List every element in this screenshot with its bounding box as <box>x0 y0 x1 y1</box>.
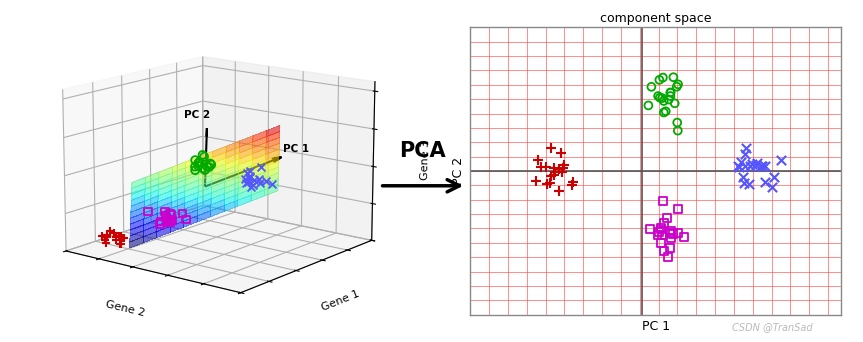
Point <box>745 161 759 167</box>
Point <box>539 164 552 169</box>
Point <box>733 164 746 170</box>
Point <box>556 166 570 171</box>
Point <box>544 180 557 185</box>
Point <box>754 164 768 169</box>
Point <box>742 181 756 186</box>
Point <box>641 103 655 108</box>
Point <box>662 97 676 102</box>
Point <box>749 162 763 168</box>
Point <box>743 163 757 168</box>
Point <box>668 101 682 106</box>
Point <box>671 206 684 211</box>
Point <box>551 167 565 172</box>
X-axis label: PC 1: PC 1 <box>642 320 670 333</box>
Point <box>737 180 751 186</box>
Point <box>661 254 675 260</box>
Point <box>565 182 579 188</box>
Title: component space: component space <box>600 12 712 25</box>
Point <box>645 84 658 90</box>
Point <box>534 164 548 170</box>
Point <box>758 164 772 169</box>
Point <box>545 173 558 179</box>
Point <box>664 90 677 95</box>
Point <box>740 145 753 151</box>
Point <box>736 174 750 179</box>
Point <box>664 93 677 99</box>
Point <box>671 128 684 133</box>
Point <box>552 188 566 194</box>
Point <box>660 215 674 221</box>
Point <box>755 163 769 169</box>
Point <box>531 157 545 162</box>
Point <box>652 229 665 235</box>
Point <box>643 226 657 232</box>
Point <box>738 152 752 157</box>
Point <box>734 159 748 165</box>
Point <box>657 98 671 104</box>
Point <box>758 180 772 185</box>
Point <box>651 232 665 238</box>
Point <box>774 158 788 163</box>
Y-axis label: Gene 1: Gene 1 <box>320 288 362 313</box>
Point <box>677 235 691 240</box>
Point <box>547 172 561 178</box>
Point <box>738 163 752 169</box>
Text: CSDN @TranSad: CSDN @TranSad <box>732 322 813 332</box>
Point <box>658 248 671 254</box>
Point <box>555 150 569 155</box>
Point <box>656 75 670 80</box>
Point <box>664 231 677 236</box>
Point <box>731 163 745 169</box>
Point <box>655 95 669 101</box>
Point <box>545 173 558 179</box>
Point <box>555 170 569 175</box>
Text: PCA: PCA <box>400 141 446 161</box>
Point <box>654 225 668 231</box>
Point <box>663 245 677 250</box>
Point <box>664 228 677 233</box>
Point <box>566 179 580 185</box>
Point <box>766 174 780 180</box>
Point <box>671 82 685 87</box>
Point <box>548 169 562 174</box>
Point <box>654 227 668 232</box>
Point <box>671 120 684 125</box>
Point <box>665 236 678 241</box>
Point <box>652 93 665 99</box>
Point <box>547 165 561 171</box>
Point <box>666 231 680 237</box>
Y-axis label: PC 2: PC 2 <box>451 157 465 185</box>
Point <box>539 181 553 187</box>
Point <box>656 233 670 238</box>
Point <box>557 162 571 168</box>
Point <box>657 110 671 115</box>
Point <box>666 75 680 80</box>
Point <box>653 95 667 101</box>
Point <box>656 199 670 204</box>
Point <box>545 146 558 151</box>
Point <box>750 160 764 166</box>
Point <box>671 231 685 236</box>
Point <box>670 84 683 89</box>
Point <box>658 221 671 226</box>
Point <box>664 90 677 95</box>
Point <box>652 77 666 83</box>
Point <box>529 178 543 184</box>
X-axis label: Gene 2: Gene 2 <box>104 299 146 318</box>
Point <box>765 184 778 190</box>
Point <box>658 108 672 114</box>
Point <box>654 240 668 246</box>
